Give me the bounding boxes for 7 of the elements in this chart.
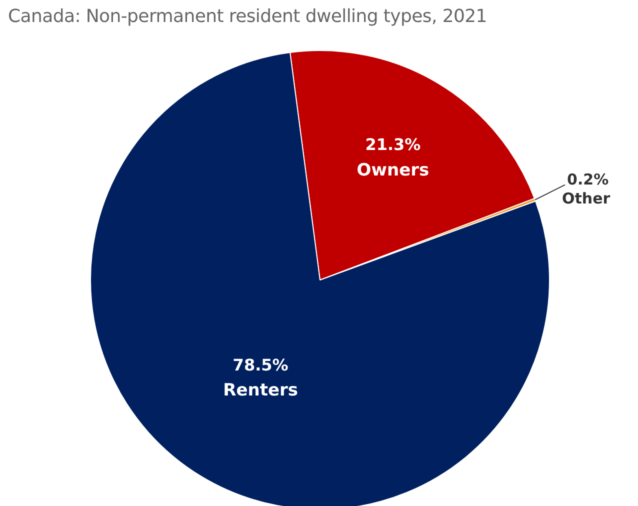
slice-label: Other xyxy=(562,190,611,208)
chart-title: Canada: Non-permanent resident dwelling types, 2021 xyxy=(8,6,487,27)
data-label: 0.2% xyxy=(567,170,609,189)
data-label: 21.3% xyxy=(365,134,421,154)
slice-label: Renters xyxy=(223,380,298,401)
data-label: 78.5% xyxy=(232,355,288,374)
slice-label: Owners xyxy=(356,160,430,180)
